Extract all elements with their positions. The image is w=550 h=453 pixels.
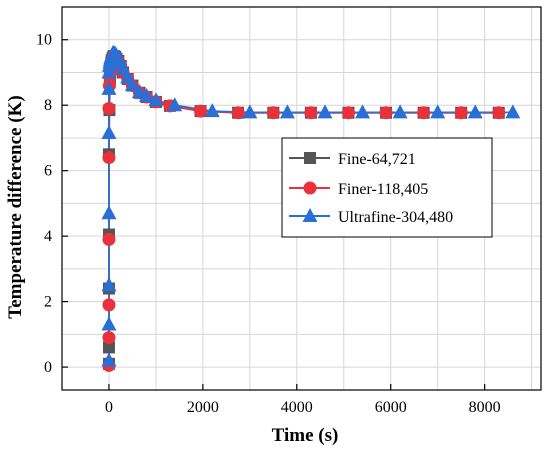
x-tick-label: 0 (105, 399, 113, 416)
y-tick-label: 8 (44, 97, 52, 114)
data-point-ultrafine (101, 316, 117, 331)
x-axis-title: Time (s) (272, 425, 339, 446)
legend: Fine-64,721 Finer-118,405 Ultrafine-304,… (281, 137, 493, 238)
data-point-ultrafine (148, 92, 164, 107)
data-point-finer (266, 106, 280, 120)
legend-marker-fine (304, 152, 316, 164)
data-point-finer (379, 106, 393, 120)
y-tick-label: 10 (36, 32, 52, 49)
data-point-ultrafine (467, 104, 483, 119)
legend-item-finer: Finer-118,405 (289, 181, 428, 198)
series-layer (101, 44, 521, 372)
data-point-finer (231, 106, 245, 120)
data-point-ultrafine (355, 104, 371, 119)
legend-item-ultrafine: Ultrafine-304,480 (289, 208, 453, 226)
data-point-ultrafine (392, 104, 408, 119)
y-axis-title: Temperature difference (K) (5, 95, 26, 318)
data-point-ultrafine (139, 88, 155, 103)
data-point-finer (102, 101, 116, 115)
data-point-finer (417, 106, 431, 120)
data-point-fine (102, 341, 115, 354)
data-point-finer (304, 106, 318, 120)
data-point-ultrafine (505, 104, 521, 119)
data-point-finer (102, 151, 116, 165)
x-tick-label: 6000 (375, 399, 407, 416)
data-point-ultrafine (101, 80, 117, 95)
axis-layer: 0 2000 4000 6000 8000 0 2 4 6 8 10 (36, 32, 501, 416)
data-point-ultrafine (101, 352, 117, 367)
data-point-finer (102, 232, 116, 246)
data-point-finer (194, 104, 208, 118)
y-tick-label: 2 (44, 294, 52, 311)
data-point-ultrafine (167, 97, 183, 112)
legend-label-fine: Fine-64,721 (338, 151, 416, 168)
data-point-ultrafine (279, 104, 295, 119)
x-tick-label: 8000 (469, 399, 501, 416)
legend-label-finer: Finer-118,405 (338, 181, 428, 198)
data-point-ultrafine (430, 104, 446, 119)
data-point-ultrafine (124, 76, 140, 91)
data-point-ultrafine (101, 125, 117, 140)
x-tick-label: 4000 (281, 399, 313, 416)
y-tick-label: 4 (44, 228, 52, 245)
legend-label-ultrafine: Ultrafine-304,480 (338, 209, 453, 226)
data-point-ultrafine (101, 277, 117, 292)
data-point-ultrafine (242, 104, 258, 119)
y-tick-label: 0 (44, 359, 52, 376)
data-point-finer (492, 106, 506, 120)
y-tick-label: 6 (44, 163, 52, 180)
legend-marker-ultrafine (302, 208, 318, 222)
data-point-finer (102, 331, 116, 345)
data-point-finer (454, 106, 468, 120)
legend-item-fine: Fine-64,721 (289, 151, 416, 168)
legend-marker-finer (303, 181, 317, 195)
x-tick-label: 2000 (187, 399, 219, 416)
data-point-ultrafine (204, 103, 220, 118)
plot-frame (61, 6, 542, 391)
data-point-ultrafine (317, 104, 333, 119)
data-point-finer (102, 298, 116, 312)
data-point-ultrafine (101, 205, 117, 220)
data-point-finer (341, 106, 355, 120)
